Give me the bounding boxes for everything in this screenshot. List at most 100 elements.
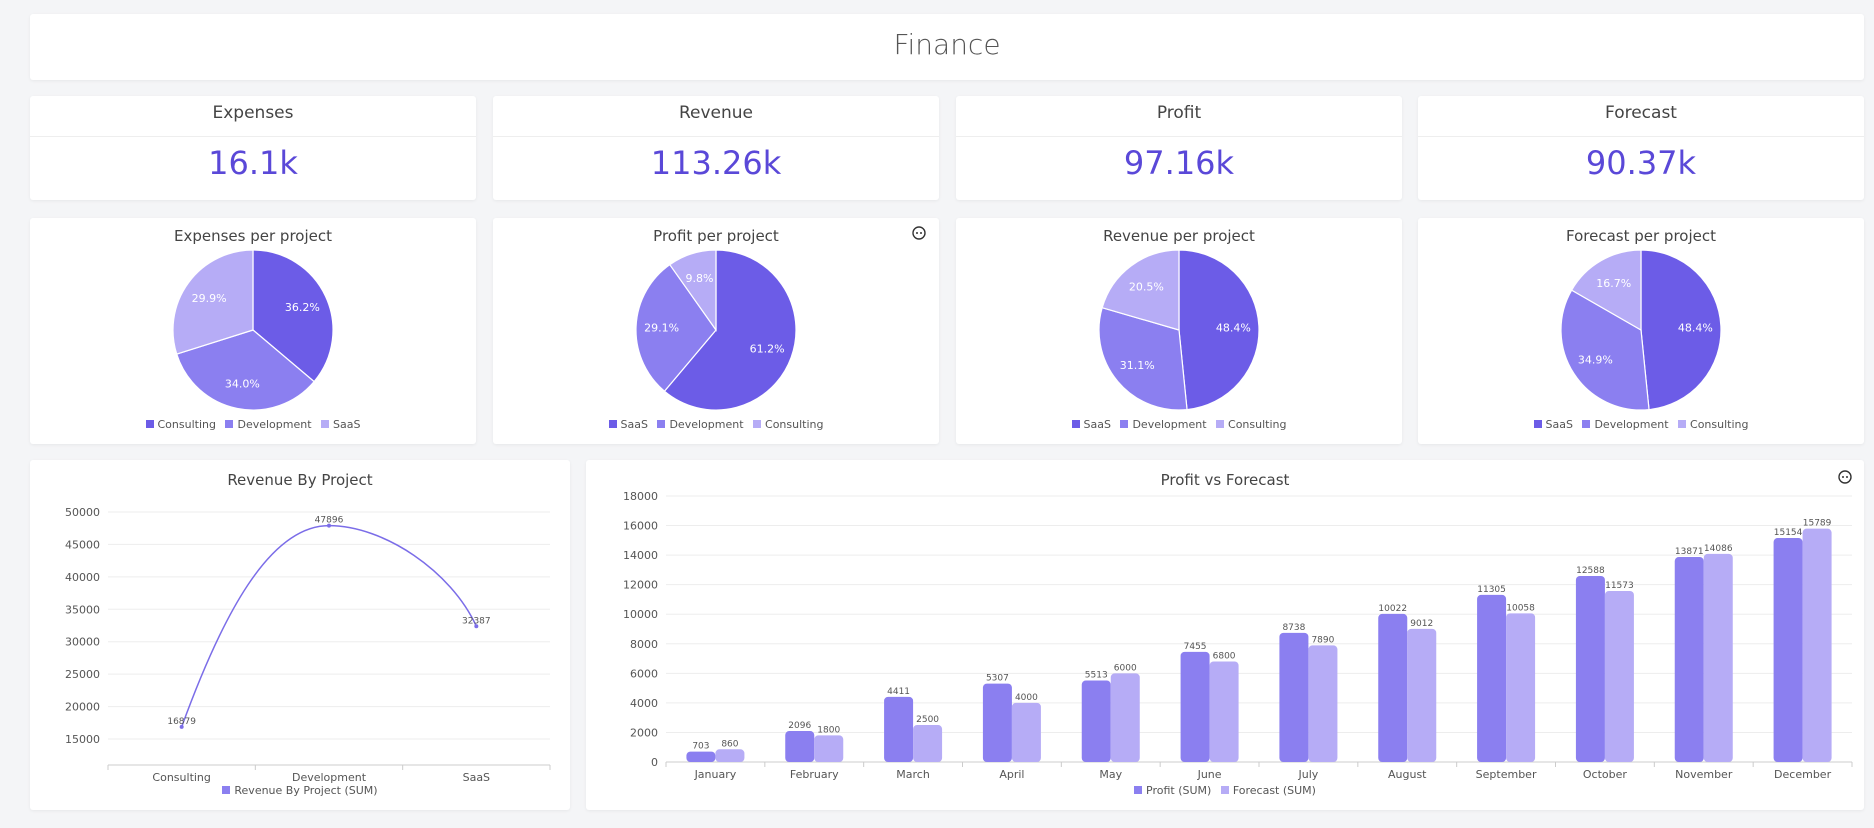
y-tick-label: 50000 xyxy=(65,506,100,519)
pie-slice[interactable] xyxy=(1570,249,1642,332)
bar[interactable] xyxy=(1279,632,1309,762)
bar[interactable] xyxy=(1575,575,1605,762)
data-label: 47896 xyxy=(315,516,344,526)
divider xyxy=(956,136,1402,137)
bar[interactable] xyxy=(1011,702,1041,762)
legend-label: Profit (SUM) xyxy=(1146,784,1212,797)
bar[interactable] xyxy=(1802,528,1832,762)
pie-slice[interactable] xyxy=(1640,249,1722,411)
x-tick-label: Consulting xyxy=(152,771,210,784)
slice-label: 31.1% xyxy=(1120,359,1155,372)
data-label: 11305 xyxy=(1477,585,1506,595)
bar[interactable] xyxy=(1378,613,1408,762)
comment-icon[interactable] xyxy=(1838,470,1852,484)
page-title: Finance xyxy=(893,28,1001,61)
legend-swatch xyxy=(608,420,617,428)
data-point[interactable] xyxy=(179,724,184,729)
y-tick-label: 4000 xyxy=(630,697,658,710)
legend-item[interactable]: Consulting xyxy=(145,418,216,431)
data-label: 13871 xyxy=(1675,547,1704,557)
data-label: 16879 xyxy=(167,717,196,727)
pie-slice[interactable] xyxy=(172,249,254,355)
legend-item[interactable]: SaaS xyxy=(1071,418,1111,431)
legend-swatch xyxy=(1582,420,1591,428)
data-label: 7890 xyxy=(1311,635,1334,645)
data-label: 6000 xyxy=(1114,663,1137,673)
chart-legend: Profit (SUM) Forecast (SUM) xyxy=(586,784,1864,797)
data-label: 10022 xyxy=(1378,604,1407,614)
bar[interactable] xyxy=(1308,645,1338,762)
bar[interactable] xyxy=(1703,553,1733,762)
pie-slice[interactable] xyxy=(635,263,717,393)
slice-label: 61.2% xyxy=(750,343,785,356)
pie-slice[interactable] xyxy=(1178,249,1260,411)
chart-legend: Revenue By Project (SUM) xyxy=(30,784,570,797)
bar[interactable] xyxy=(982,683,1012,762)
bar[interactable] xyxy=(1674,557,1704,762)
legend-item[interactable]: Consulting xyxy=(753,418,823,431)
pie-slice[interactable] xyxy=(252,249,334,383)
bar[interactable] xyxy=(884,696,914,762)
data-label: 15789 xyxy=(1803,519,1832,529)
bar[interactable] xyxy=(814,735,844,762)
pie-slice[interactable] xyxy=(1098,306,1188,411)
x-tick-label: November xyxy=(1675,768,1733,781)
x-tick-label: March xyxy=(896,768,930,781)
data-label: 14086 xyxy=(1704,544,1733,554)
data-point[interactable] xyxy=(327,523,331,528)
legend-item[interactable]: Revenue By Project (SUM) xyxy=(222,784,378,797)
slice-label: 36.2% xyxy=(285,301,320,314)
chart-legend: SaaS Development Consulting xyxy=(1418,418,1864,431)
pie-slice[interactable] xyxy=(668,249,717,332)
legend-item[interactable]: Forecast (SUM) xyxy=(1220,784,1316,797)
slice-label: 34.0% xyxy=(225,377,260,390)
bar[interactable] xyxy=(785,731,815,762)
bar[interactable] xyxy=(1209,661,1239,762)
chart-legend: SaaS Development Consulting xyxy=(493,418,939,431)
pie-slice[interactable] xyxy=(663,249,797,411)
bar[interactable] xyxy=(1506,613,1536,762)
kpi-value: 97.16k xyxy=(1123,144,1235,182)
kpi-label: Forecast xyxy=(1605,103,1677,123)
bar[interactable] xyxy=(1477,594,1507,762)
y-tick-label: 12000 xyxy=(623,579,658,592)
data-label: 5307 xyxy=(986,674,1009,684)
legend-item[interactable]: SaaS xyxy=(1533,418,1573,431)
chart-title: Expenses per project xyxy=(174,227,332,245)
bar[interactable] xyxy=(715,749,745,762)
y-tick-label: 8000 xyxy=(630,638,658,651)
legend-item[interactable]: SaaS xyxy=(321,418,360,431)
legend-item[interactable]: Development xyxy=(657,418,744,431)
slice-label: 20.5% xyxy=(1129,280,1164,293)
comment-icon[interactable] xyxy=(912,226,926,240)
legend-swatch xyxy=(145,420,154,428)
legend-item[interactable]: Development xyxy=(1582,418,1669,431)
kpi-value: 16.1k xyxy=(208,144,298,182)
bar[interactable] xyxy=(913,725,943,762)
pie-chart: 61.2% 29.1% 9.8% xyxy=(635,249,797,411)
data-point[interactable] xyxy=(474,624,479,629)
legend-item[interactable]: SaaS xyxy=(608,418,648,431)
pie-slice[interactable] xyxy=(1101,249,1180,331)
bar[interactable] xyxy=(1110,673,1140,762)
bar[interactable] xyxy=(1773,538,1803,762)
legend-item[interactable]: Development xyxy=(225,418,312,431)
legend-item[interactable]: Profit (SUM) xyxy=(1134,784,1211,797)
slice-label: 29.9% xyxy=(192,292,227,305)
y-tick-label: 20000 xyxy=(65,701,100,714)
legend-item[interactable]: Consulting xyxy=(1216,418,1286,431)
x-tick-label: December xyxy=(1774,768,1832,781)
bar[interactable] xyxy=(1180,651,1210,762)
legend-swatch xyxy=(1216,420,1225,428)
data-label: 1800 xyxy=(817,725,840,735)
legend-item[interactable]: Development xyxy=(1120,418,1207,431)
page-title-card: Finance xyxy=(30,14,1864,80)
pie-slice[interactable] xyxy=(1560,289,1650,411)
bar[interactable] xyxy=(686,751,716,762)
pie-slice[interactable] xyxy=(175,329,315,411)
bar[interactable] xyxy=(1604,590,1634,762)
divider xyxy=(493,136,939,137)
bar[interactable] xyxy=(1407,628,1437,762)
legend-item[interactable]: Consulting xyxy=(1678,418,1748,431)
bar[interactable] xyxy=(1081,680,1111,762)
